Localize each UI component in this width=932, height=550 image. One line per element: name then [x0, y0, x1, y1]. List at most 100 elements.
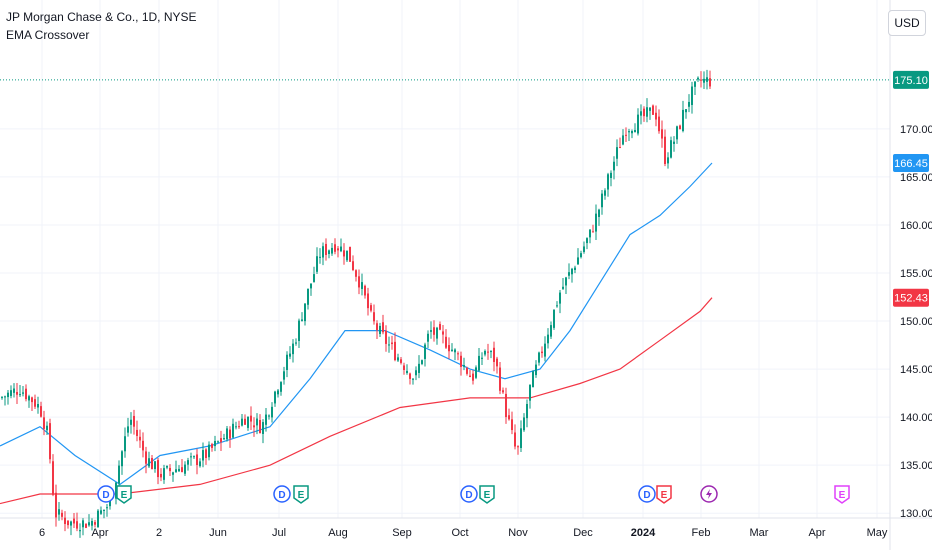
- candle-body: [64, 517, 66, 524]
- candle-body: [232, 423, 234, 438]
- candle-body: [235, 426, 237, 428]
- candles: [1, 69, 711, 538]
- candle-body: [106, 507, 108, 509]
- candle-body: [487, 351, 489, 353]
- lightning-icon: [706, 489, 712, 499]
- candle-body: [439, 324, 441, 330]
- event-marker-label: D: [643, 490, 650, 501]
- candle-body: [379, 325, 381, 334]
- candle-body: [547, 334, 549, 344]
- candle-body: [529, 384, 531, 401]
- ema-fast-path: [0, 162, 713, 486]
- candle-body: [706, 77, 708, 82]
- y-tick-label: 160.00: [900, 220, 932, 232]
- dividend-icon: [460, 485, 478, 503]
- candle-body: [640, 111, 642, 116]
- candle-body: [148, 458, 150, 467]
- candle-body: [223, 438, 225, 440]
- candle-body: [172, 472, 174, 475]
- candle-body: [505, 393, 507, 418]
- event-marker-dividend: D: [97, 485, 115, 503]
- candle-body: [175, 469, 177, 472]
- candle-body: [499, 367, 501, 391]
- candle-body: [637, 114, 639, 134]
- x-tick-label: Apr: [91, 527, 108, 539]
- candle-body: [229, 429, 231, 439]
- x-tick-label: Feb: [692, 527, 711, 539]
- dividend-icon: [273, 485, 291, 503]
- ema-slow-tag: 152.43: [893, 288, 929, 307]
- earnings_past-icon: [116, 485, 132, 504]
- candle-body: [670, 140, 672, 158]
- candle-body: [502, 390, 504, 393]
- candle-body: [562, 286, 564, 289]
- candle-body: [319, 256, 321, 258]
- candle-body: [346, 250, 348, 261]
- candle-body: [442, 331, 444, 335]
- earnings_future-icon: [834, 485, 850, 504]
- x-tick-label: Sep: [392, 527, 412, 539]
- candle-body: [19, 394, 21, 396]
- candle-body: [583, 246, 585, 252]
- candle-body: [313, 274, 315, 282]
- candle-body: [127, 426, 129, 433]
- candle-body: [526, 403, 528, 419]
- candle-body: [67, 520, 69, 526]
- candle-body: [136, 429, 138, 436]
- candle-body: [697, 77, 699, 80]
- x-tick-label: Jul: [272, 527, 286, 539]
- candle-body: [463, 365, 465, 367]
- y-tick-label: 150.00: [900, 316, 932, 328]
- candle-body: [31, 397, 33, 403]
- candle-body: [49, 423, 51, 460]
- candle-body: [103, 509, 105, 511]
- candle-body: [238, 426, 240, 428]
- candle-body: [250, 415, 252, 422]
- candle-body: [709, 78, 711, 87]
- candle-body: [496, 358, 498, 367]
- candle-body: [616, 147, 618, 159]
- candle-body: [109, 500, 111, 507]
- candle-body: [556, 305, 558, 307]
- x-tick-label: 2024: [631, 527, 656, 539]
- candle-body: [163, 468, 165, 480]
- candle-body: [625, 134, 627, 136]
- x-tick-label: Aug: [328, 527, 348, 539]
- candle-body: [100, 510, 102, 514]
- candle-body: [445, 336, 447, 348]
- candle-body: [124, 436, 126, 452]
- candle-body: [454, 349, 456, 353]
- candle-body: [1, 397, 3, 399]
- candle-body: [478, 355, 480, 371]
- candle-body: [373, 312, 375, 322]
- candle-body: [28, 396, 30, 401]
- candle-body: [193, 456, 195, 458]
- candle-body: [280, 382, 282, 392]
- candle-body: [667, 157, 669, 164]
- ema-fast-tag: 166.45: [893, 153, 929, 172]
- indicator-title[interactable]: EMA Crossover: [6, 28, 90, 42]
- candle-body: [307, 288, 309, 305]
- event-marker-label: E: [298, 490, 305, 501]
- candle-body: [658, 116, 660, 132]
- candle-body: [409, 373, 411, 379]
- candle-body: [508, 415, 510, 420]
- currency-button[interactable]: USD: [888, 10, 926, 36]
- candle-body: [88, 522, 90, 526]
- candle-body: [523, 417, 525, 431]
- candle-body: [517, 446, 519, 448]
- candle-body: [166, 466, 168, 468]
- candle-body: [169, 467, 171, 472]
- candle-body: [241, 418, 243, 426]
- symbol-title[interactable]: JP Morgan Chase & Co., 1D, NYSE: [6, 10, 197, 24]
- price-tags: 175.10 166.45 152.43: [893, 70, 929, 307]
- last-price-tag-label: 175.10: [894, 75, 928, 87]
- y-tick-label: 170.00: [900, 124, 932, 136]
- candle-body: [331, 247, 333, 254]
- candle-body: [217, 441, 219, 443]
- y-tick-label: 155.00: [900, 268, 932, 280]
- candle-body: [628, 131, 630, 133]
- candle-body: [7, 392, 9, 398]
- candle-body: [46, 425, 48, 431]
